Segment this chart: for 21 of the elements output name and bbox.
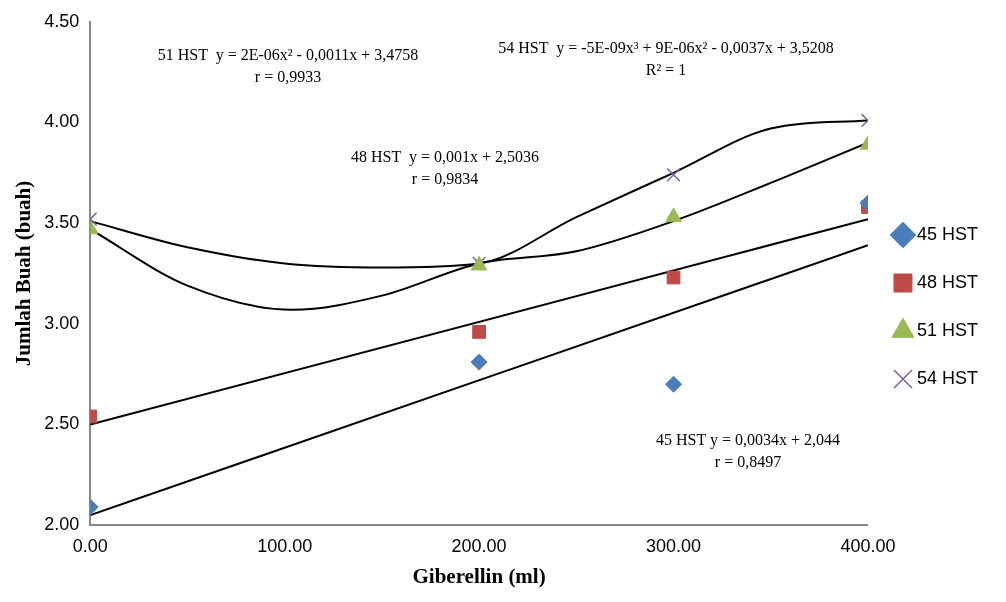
- annotation: 45 HST y = 0,0034x + 2,044 r = 0,8497: [656, 431, 840, 471]
- x-tick-label: 200.00: [451, 535, 507, 556]
- x-tick-label: 300.00: [646, 535, 702, 556]
- y-tick-label: 2.00: [44, 514, 80, 535]
- annotation: 48 HST y = 0,001x + 2,5036 r = 0,9834: [351, 148, 539, 188]
- y-tick-label: 4.50: [44, 10, 80, 31]
- y-tick-label: 3.50: [44, 212, 80, 233]
- annotation: 54 HST y = -5E-09x³ + 9E-06x² - 0,0037x + 3,5208 R² = 1: [498, 39, 834, 79]
- annotation: 51 HST y = 2E-06x² - 0,0011x + 3,4758 r = 0,9933: [157, 46, 419, 86]
- legend-label: 51 HST: [916, 319, 979, 340]
- y-tick-label: 3.00: [44, 312, 80, 333]
- x-tick-label: 400.00: [840, 535, 896, 556]
- y-tick-label: 4.00: [44, 111, 80, 132]
- legend-label: 45 HST: [916, 223, 979, 244]
- legend-label: 54 HST: [916, 367, 979, 388]
- legend-label: 48 HST: [916, 271, 979, 292]
- x-tick-label: 100.00: [257, 535, 313, 556]
- x-tick-label: 0.00: [72, 535, 108, 556]
- y-axis-title: Jumlah Buah (buah): [11, 180, 36, 367]
- x-axis-title: Giberellin (ml): [412, 563, 546, 588]
- y-tick-label: 2.50: [44, 413, 80, 434]
